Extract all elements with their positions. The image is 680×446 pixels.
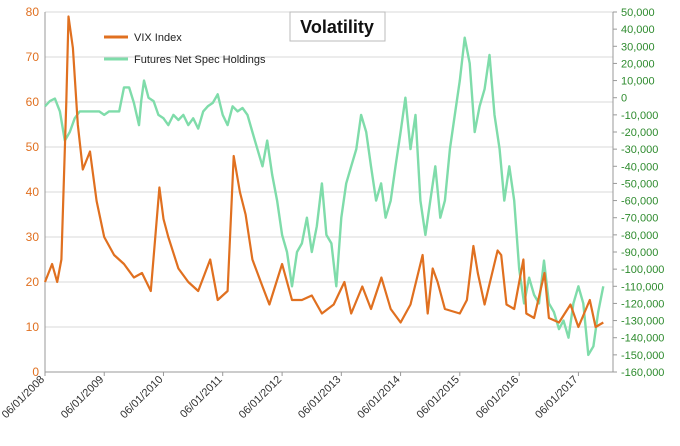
y-left-tick-label: 20	[26, 275, 40, 289]
series-lines	[43, 15, 605, 357]
x-tick-label: 06/01/2009	[59, 374, 106, 421]
chart-title: Volatility	[300, 17, 374, 37]
y-left-tick-label: 60	[26, 95, 40, 109]
y-left-tick-label: 0	[32, 365, 39, 379]
x-tick-label: 06/01/2014	[355, 374, 402, 421]
legend-label: VIX Index	[134, 32, 182, 44]
y-right-tick-label: -90,000	[621, 247, 658, 259]
y-right-tick-label: 40,000	[621, 24, 655, 36]
y-right-tick-label: -10,000	[621, 110, 658, 122]
y-right-tick-label: -80,000	[621, 230, 658, 242]
legend-label: Futures Net Spec Holdings	[134, 54, 266, 66]
y-left-tick-label: 30	[26, 230, 40, 244]
chart-title-box: Volatility	[289, 11, 386, 42]
y-right-tick-label: -130,000	[621, 316, 664, 328]
y-right-tick-label: 20,000	[621, 58, 655, 70]
y-right-tick-label: -150,000	[621, 350, 664, 362]
gridlines	[45, 11, 613, 373]
x-tick-label: 06/01/2010	[118, 374, 165, 421]
y-left-tick-label: 40	[26, 185, 40, 199]
y-right-tick-label: 10,000	[621, 76, 655, 88]
x-tick-label: 06/01/2017	[533, 374, 580, 421]
y-right-tick-label: -120,000	[621, 298, 664, 310]
y-right-tick-label: -70,000	[621, 213, 658, 225]
y-right-tick-label: 30,000	[621, 41, 655, 53]
y-right-tick-label: -40,000	[621, 161, 658, 173]
x-tick-label: 06/01/2011	[178, 374, 225, 421]
y-right-tick-label: -20,000	[621, 127, 658, 139]
x-tick-label: 06/01/2012	[237, 374, 284, 421]
y-right-tick-label: -60,000	[621, 196, 658, 208]
series-line-vix-index	[43, 15, 604, 329]
series-line-futures-net-spec-holdings	[44, 36, 605, 357]
x-tick-label: 06/01/2016	[474, 374, 521, 421]
y-left-tick-label: 10	[26, 320, 40, 334]
x-tick-label: 06/01/2015	[415, 374, 462, 421]
y-right-tick-label: -140,000	[621, 333, 664, 345]
x-tick-label: 06/01/2008	[0, 374, 47, 421]
y-right-tick-label: -30,000	[621, 144, 658, 156]
y-left-tick-label: 50	[26, 140, 40, 154]
y-right-tick-label: -160,000	[621, 367, 664, 379]
y-right-tick-label: 50,000	[621, 7, 655, 19]
y-right-tick-label: 0	[621, 93, 627, 105]
y-right-tick-label: -50,000	[621, 178, 658, 190]
legend: VIX Index Futures Net Spec Holdings	[104, 32, 266, 66]
y-right-tick-label: -110,000	[621, 281, 664, 293]
x-tick-label: 06/01/2013	[296, 374, 343, 421]
y-left-tick-label: 80	[26, 5, 40, 19]
y-right-tick-label: -100,000	[621, 264, 664, 276]
y-left-tick-label: 70	[26, 50, 40, 64]
